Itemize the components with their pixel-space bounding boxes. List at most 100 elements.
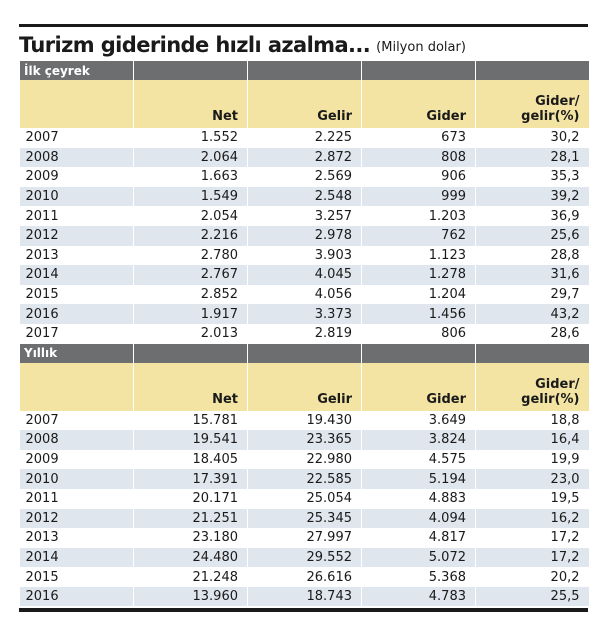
table-row: 2013 2.780 3.903 1.123 28,8	[19, 245, 589, 266]
cell-net: 1.552	[133, 128, 248, 148]
section-label: İlk çeyrek	[19, 61, 134, 80]
cell-gider: 1.456	[361, 304, 476, 324]
cell-net: 2.064	[133, 147, 248, 168]
cell-net: 2.767	[133, 265, 248, 285]
cell-gelir: 22.980	[247, 449, 362, 470]
cell-gelir: 27.997	[247, 528, 362, 548]
cell-year: 2008	[19, 147, 134, 168]
cell-ratio: 16,2	[475, 508, 589, 529]
cell-gider: 1.203	[361, 206, 476, 226]
cell-year: 2007	[19, 410, 134, 431]
cell-gider: 1.123	[361, 245, 476, 266]
cell-ratio: 28,6	[475, 323, 589, 344]
section-band-cell	[475, 343, 589, 363]
cell-gelir: 2.225	[247, 128, 362, 148]
cell-ratio: 43,2	[475, 304, 589, 324]
cell-gelir: 26.616	[247, 567, 362, 587]
section-band-cell	[247, 61, 362, 80]
cell-gelir: 2.978	[247, 225, 362, 246]
section-band-cell	[133, 343, 248, 363]
bottom-rule	[19, 608, 588, 613]
cell-year: 2014	[19, 547, 134, 568]
cell-gelir: 23.365	[247, 430, 362, 450]
cell-year: 2012	[19, 508, 134, 529]
cell-year: 2015	[19, 284, 134, 305]
cell-gider: 906	[361, 167, 476, 187]
cell-gider: 1.278	[361, 265, 476, 285]
section-header: Yıllık	[19, 343, 589, 363]
cell-gider: 5.194	[361, 469, 476, 489]
cell-gider: 999	[361, 186, 476, 207]
cell-year: 2010	[19, 469, 134, 489]
cell-ratio: 23,0	[475, 469, 589, 489]
table-row: 2009 1.663 2.569 906 35,3	[19, 167, 589, 187]
cell-gider: 5.368	[361, 567, 476, 587]
cell-ratio: 19,5	[475, 488, 589, 509]
column-header-gider: Gider	[361, 362, 476, 411]
data-table: İlk çeyrek Net Gelir Gider Gider/gelir(%) 200…	[19, 61, 589, 607]
cell-gider: 806	[361, 323, 476, 344]
table-row: 2007 1.552 2.225 673 30,2	[19, 128, 589, 148]
cell-net: 2.216	[133, 225, 248, 246]
cell-gider: 4.817	[361, 528, 476, 548]
table-row: 2014 24.480 29.552 5.072 17,2	[19, 547, 589, 568]
column-header-ratio-line1: Gider/	[535, 94, 580, 109]
cell-year: 2017	[19, 323, 134, 344]
section-header: İlk çeyrek	[19, 61, 589, 80]
cell-ratio: 31,6	[475, 265, 589, 285]
cell-gider: 673	[361, 128, 476, 148]
table-row: 2014 2.767 4.045 1.278 31,6	[19, 265, 589, 285]
cell-gider: 762	[361, 225, 476, 246]
table-body: İlk çeyrek Net Gelir Gider Gider/gelir(%) 200…	[19, 61, 589, 607]
cell-gelir: 4.056	[247, 284, 362, 305]
table-row: 2016 1.917 3.373 1.456 43,2	[19, 304, 589, 324]
cell-ratio: 20,2	[475, 567, 589, 587]
column-header-gider: Gider	[361, 80, 476, 128]
cell-gider: 3.649	[361, 410, 476, 431]
cell-gider: 1.204	[361, 284, 476, 305]
table-row: 2007 15.781 19.430 3.649 18,8	[19, 410, 589, 431]
section-band-cell	[133, 61, 248, 80]
cell-gelir: 3.257	[247, 206, 362, 226]
column-header-net: Net	[133, 362, 248, 411]
section-label: Yıllık	[19, 343, 134, 363]
column-header-ratio-line2: gelir(%)	[521, 109, 580, 124]
cell-ratio: 35,3	[475, 167, 589, 187]
cell-year: 2008	[19, 430, 134, 450]
cell-gelir: 2.569	[247, 167, 362, 187]
cell-ratio: 36,9	[475, 206, 589, 226]
cell-year: 2016	[19, 304, 134, 324]
cell-ratio: 29,7	[475, 284, 589, 305]
column-header-year	[19, 80, 134, 128]
column-header-ratio: Gider/gelir(%)	[475, 80, 589, 128]
cell-gelir: 18.743	[247, 586, 362, 607]
cell-gider: 5.072	[361, 547, 476, 568]
title-row: Turizm giderinde hızlı azalma... (Milyon…	[19, 27, 588, 61]
section-band-cell	[475, 61, 589, 80]
table-row: 2011 2.054 3.257 1.203 36,9	[19, 206, 589, 226]
cell-net: 2.013	[133, 323, 248, 344]
table-row: 2015 2.852 4.056 1.204 29,7	[19, 284, 589, 305]
cell-ratio: 17,2	[475, 528, 589, 548]
cell-net: 1.917	[133, 304, 248, 324]
table-row: 2015 21.248 26.616 5.368 20,2	[19, 567, 589, 587]
cell-year: 2016	[19, 586, 134, 607]
table-row: 2012 2.216 2.978 762 25,6	[19, 225, 589, 246]
table-row: 2012 21.251 25.345 4.094 16,2	[19, 508, 589, 529]
column-header-row: Net Gelir Gider Gider/gelir(%)	[19, 362, 589, 411]
cell-net: 20.171	[133, 488, 248, 509]
cell-gider: 3.824	[361, 430, 476, 450]
cell-net: 21.251	[133, 508, 248, 529]
cell-gelir: 4.045	[247, 265, 362, 285]
section-band-cell	[247, 343, 362, 363]
cell-year: 2012	[19, 225, 134, 246]
cell-gider: 4.783	[361, 586, 476, 607]
column-header-gelir: Gelir	[247, 80, 362, 128]
cell-gelir: 2.548	[247, 186, 362, 207]
cell-ratio: 28,8	[475, 245, 589, 266]
cell-year: 2013	[19, 528, 134, 548]
cell-gelir: 3.373	[247, 304, 362, 324]
cell-year: 2011	[19, 206, 134, 226]
cell-year: 2011	[19, 488, 134, 509]
table-row: 2016 13.960 18.743 4.783 25,5	[19, 586, 589, 607]
